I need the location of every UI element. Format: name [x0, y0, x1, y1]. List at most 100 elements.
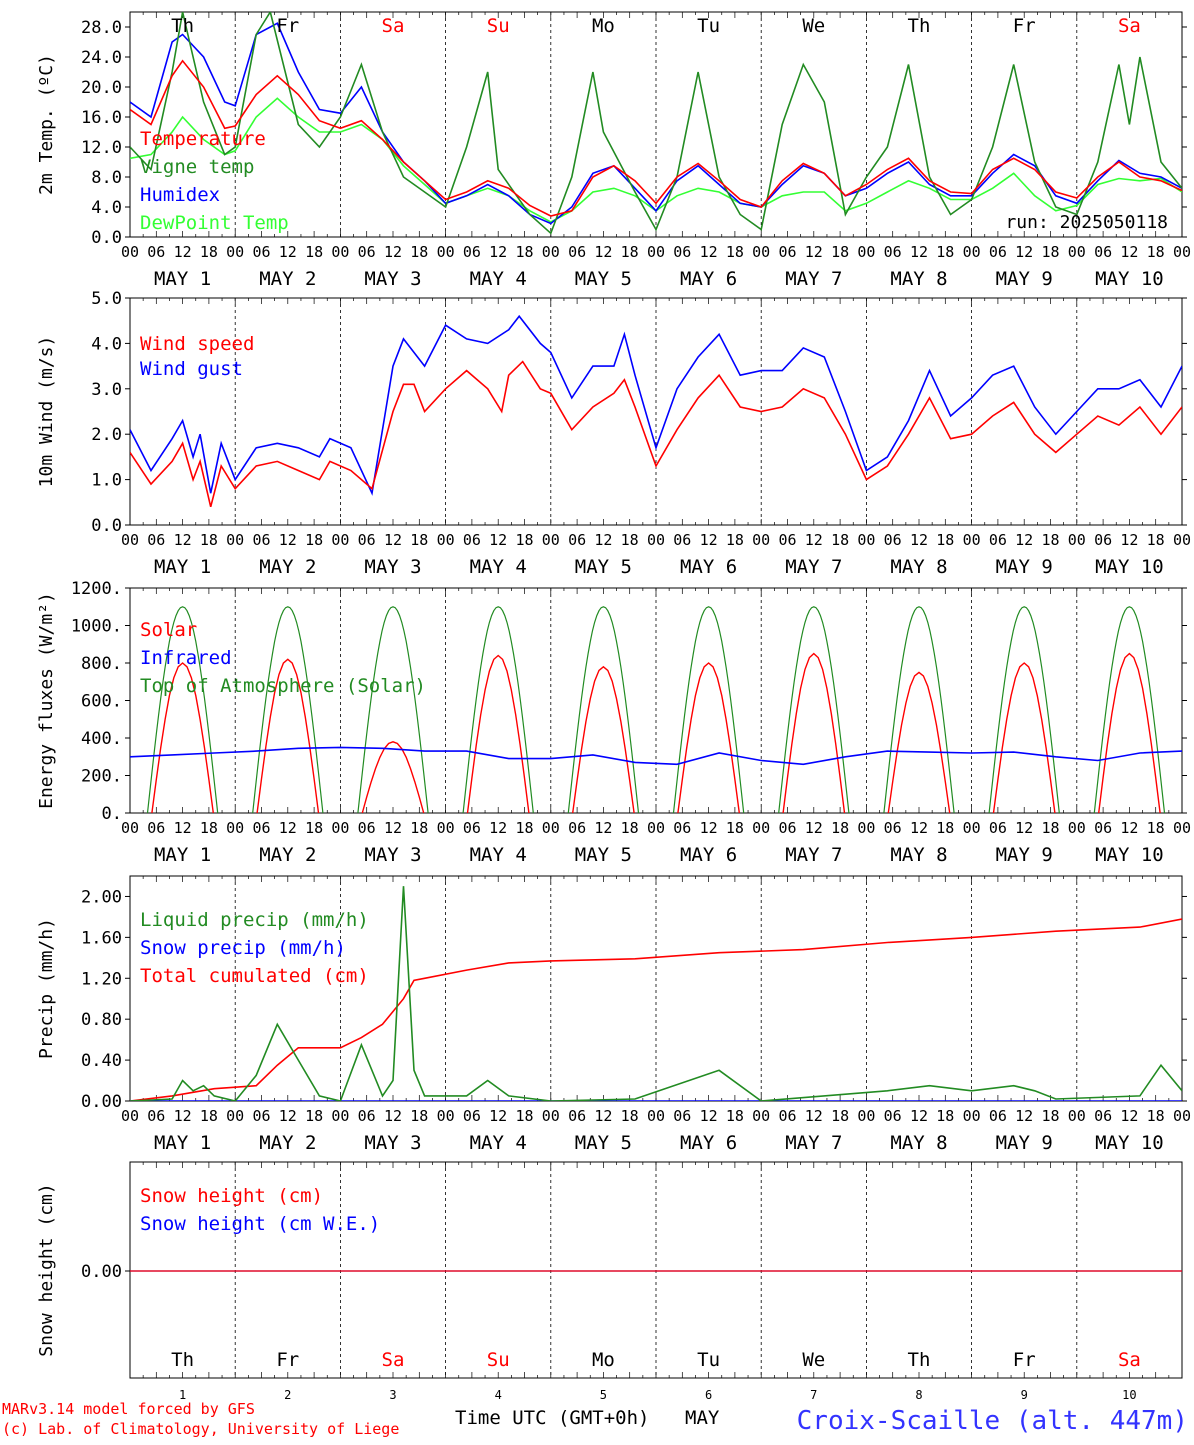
hour-tick-label: 00 [331, 819, 349, 837]
weekday-label: Sa [382, 1349, 405, 1371]
hour-tick-label: 18 [936, 531, 954, 549]
hour-tick-label: 06 [463, 1107, 481, 1125]
weekday-label: Th [908, 1349, 931, 1371]
hour-tick-label: 00 [331, 531, 349, 549]
hour-tick-label: 06 [1094, 819, 1112, 837]
toa-solar-line [883, 606, 955, 813]
hour-tick-label: 06 [252, 1107, 270, 1125]
date-label: MAY 5 [575, 844, 632, 866]
weekday-label: Su [487, 1349, 510, 1371]
hour-tick-label: 00 [752, 531, 770, 549]
hour-tick-label: 12 [700, 819, 718, 837]
day-number-label: 2 [284, 1388, 291, 1402]
y-tick-label: 1.60 [81, 928, 122, 948]
day-number-label: 9 [1021, 1388, 1028, 1402]
series-line [130, 918, 1182, 1101]
y-axis-label: 2m Temp. (ºC) [36, 54, 57, 195]
hour-tick-label: 06 [358, 819, 376, 837]
y-tick-label: 0. [102, 804, 122, 824]
hour-tick-label: 12 [489, 531, 507, 549]
legend-entry: Infrared [140, 647, 232, 669]
hour-tick-label: 12 [384, 531, 402, 549]
hour-tick-label: 06 [358, 1107, 376, 1125]
x-axis-label: Time UTC (GMT+0h) [455, 1407, 649, 1429]
hour-tick-label: 00 [121, 531, 139, 549]
date-label: MAY 6 [680, 1132, 737, 1154]
hour-tick-label: 18 [936, 1107, 954, 1125]
date-label: MAY 5 [575, 1132, 632, 1154]
hour-tick-label: 12 [1015, 1107, 1033, 1125]
date-label: MAY 6 [680, 556, 737, 578]
series-line [130, 360, 1182, 507]
date-label: MAY 1 [154, 268, 211, 290]
hour-tick-label: 06 [778, 243, 796, 261]
hour-tick-label: 00 [647, 1107, 665, 1125]
date-label: MAY 9 [996, 1132, 1053, 1154]
date-label: MAY 3 [364, 556, 421, 578]
solar-line [1098, 652, 1161, 813]
y-tick-label: 1.20 [81, 969, 122, 989]
hour-tick-label: 06 [147, 1107, 165, 1125]
hour-tick-label: 00 [1068, 243, 1086, 261]
hour-tick-label: 18 [305, 1107, 323, 1125]
toa-solar-line [357, 606, 429, 813]
station-title: Croix-Scaille (alt. 447m) [797, 1406, 1188, 1436]
hour-tick-label: 00 [437, 819, 455, 837]
hour-tick-label: 12 [384, 1107, 402, 1125]
hour-tick-label: 12 [279, 531, 297, 549]
hour-tick-label: 06 [989, 1107, 1007, 1125]
hour-tick-label: 00 [437, 531, 455, 549]
date-label: MAY 7 [785, 556, 842, 578]
hour-tick-label: 18 [1041, 243, 1059, 261]
hour-tick-label: 12 [174, 243, 192, 261]
weekday-label: Mo [592, 15, 615, 37]
hour-tick-label: 06 [147, 531, 165, 549]
hour-tick-label: 12 [805, 819, 823, 837]
hour-tick-label: 00 [647, 243, 665, 261]
day-number-label: 7 [810, 1388, 817, 1402]
hour-tick-label: 12 [384, 819, 402, 837]
hour-tick-label: 06 [1094, 1107, 1112, 1125]
hour-tick-label: 12 [174, 819, 192, 837]
date-label: MAY 9 [996, 268, 1053, 290]
date-label: MAY 3 [364, 1132, 421, 1154]
hour-tick-label: 12 [594, 819, 612, 837]
date-label: MAY 8 [890, 1132, 947, 1154]
hour-tick-label: 12 [805, 1107, 823, 1125]
hour-tick-label: 06 [568, 531, 586, 549]
hour-tick-label: 00 [226, 819, 244, 837]
date-label: MAY 7 [785, 268, 842, 290]
date-label: MAY 3 [364, 268, 421, 290]
hour-tick-label: 18 [1041, 1107, 1059, 1125]
day-number-label: 3 [389, 1388, 396, 1402]
hour-tick-label: 00 [1068, 531, 1086, 549]
date-label: MAY 5 [575, 268, 632, 290]
solar-line [466, 654, 530, 813]
hour-tick-label: 12 [384, 243, 402, 261]
hour-tick-label: 00 [1068, 1107, 1086, 1125]
hour-tick-label: 06 [884, 1107, 902, 1125]
date-label: MAY 7 [785, 1132, 842, 1154]
hour-tick-label: 00 [1173, 1107, 1191, 1125]
date-label: MAY 2 [259, 268, 316, 290]
legend-entry: Top of Atmosphere (Solar) [140, 675, 426, 697]
hour-tick-label: 06 [884, 531, 902, 549]
hour-tick-label: 00 [963, 531, 981, 549]
toa-solar-line [462, 606, 534, 813]
y-tick-label: 600. [81, 692, 122, 712]
weekday-label: Fr [276, 1349, 299, 1371]
series-line [130, 59, 1182, 217]
legend-entry: Temperature [140, 128, 266, 150]
hour-tick-label: 06 [568, 819, 586, 837]
hour-tick-label: 12 [1120, 1107, 1138, 1125]
hour-tick-label: 06 [884, 819, 902, 837]
y-tick-label: 8.0 [91, 168, 122, 188]
date-label: MAY 2 [259, 844, 316, 866]
date-label: MAY 8 [890, 844, 947, 866]
weekday-label: Sa [1118, 1349, 1141, 1371]
y-axis-label: Snow height (cm) [36, 1183, 57, 1356]
hour-tick-label: 00 [963, 819, 981, 837]
toa-solar-line [988, 606, 1060, 813]
y-tick-label: 800. [81, 654, 122, 674]
